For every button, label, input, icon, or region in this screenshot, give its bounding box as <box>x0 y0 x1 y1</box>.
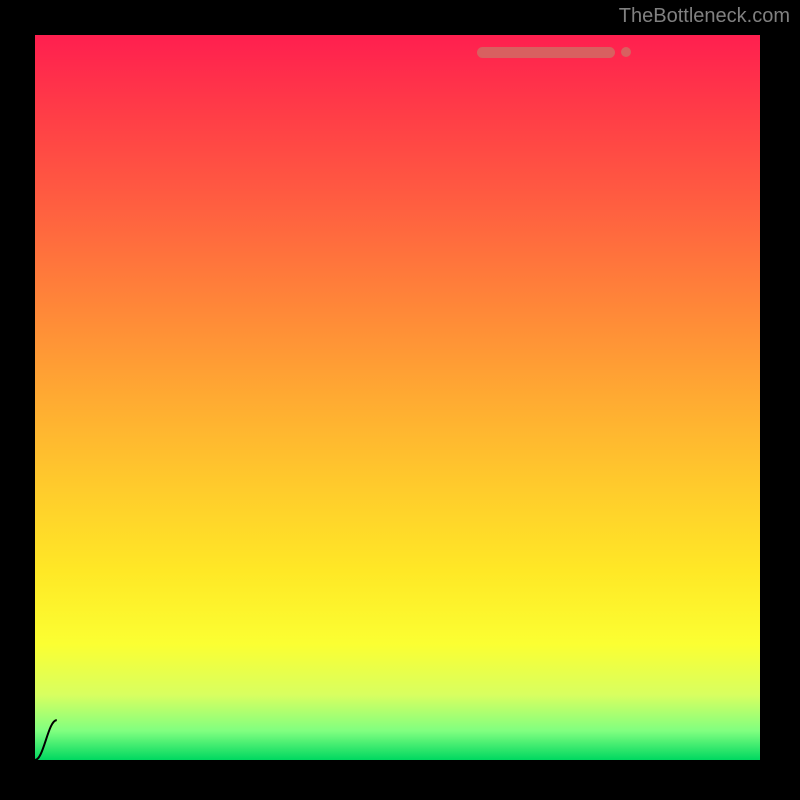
optimal-range-marker <box>477 47 615 58</box>
optimal-point-marker <box>621 47 631 57</box>
watermark-text: TheBottleneck.com <box>619 5 790 28</box>
bottleneck-curve <box>35 35 760 760</box>
plot-area <box>35 35 760 760</box>
